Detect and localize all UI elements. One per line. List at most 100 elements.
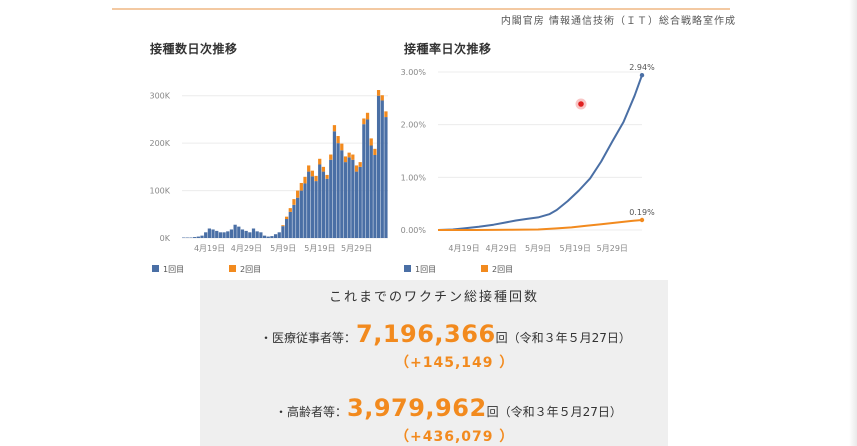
bar-1回目 (351, 159, 355, 238)
bar-1回目 (196, 236, 200, 238)
bar-1回目 (244, 230, 248, 238)
bar-1回目 (318, 164, 322, 238)
y-tick-label: 200K (149, 139, 170, 148)
x-tick-label: 4月19日 (194, 244, 225, 253)
bar-1回目 (251, 228, 256, 238)
bar-1回目 (218, 232, 223, 238)
bar-1回目 (262, 235, 267, 238)
legend-label: 1回目 (163, 265, 184, 274)
series-end-point (639, 73, 645, 78)
bar-1回目 (340, 150, 344, 238)
bar-2回目 (354, 165, 359, 172)
series-line-1回目 (437, 74, 643, 231)
x-tick-label: 5月9日 (270, 244, 296, 253)
x-tick-label: 5月29日 (341, 244, 372, 253)
cursor-dot (578, 101, 584, 107)
bar-1回目 (270, 236, 274, 238)
bar-1回目 (369, 145, 373, 238)
bar-1回目 (373, 155, 377, 238)
bar-2回目 (380, 95, 384, 101)
y-tick-label: 2.00% (401, 121, 427, 130)
x-tick-label: 5月19日 (560, 244, 591, 253)
end-value-label: 2.94% (629, 63, 655, 72)
credit-text: 内閣官房 情報通信技術（ＩＴ）総合戦略室作成 (500, 16, 736, 27)
bar-1回目 (376, 95, 381, 239)
y-tick-label: 0.00% (401, 226, 427, 235)
y-tick-label: 1.00% (401, 173, 427, 182)
series-line-2回目 (438, 219, 643, 231)
bar-1回目 (211, 229, 215, 238)
bar-1回目 (358, 166, 362, 238)
end-value-label: 0.19% (629, 208, 655, 217)
legend-swatch (152, 265, 159, 272)
bar-1回目 (329, 159, 333, 238)
x-tick-label: 4月29日 (485, 244, 516, 253)
elderly-increase: （+436,079 ） (395, 429, 515, 445)
bar-2回目 (307, 165, 311, 172)
bar-2回目 (376, 90, 381, 96)
bar-2回目 (362, 118, 366, 125)
medical-unit: 回（令和３年５月27日） (495, 331, 631, 345)
bar-2回目 (314, 175, 318, 182)
bar-2回目 (332, 125, 337, 132)
bar-1回目 (248, 232, 252, 238)
x-tick-label: 5月9日 (525, 244, 551, 253)
bar-1回目 (303, 183, 307, 238)
bar-2回目 (340, 143, 344, 151)
bar-1回目 (299, 190, 303, 238)
legend-label: 2回目 (492, 265, 513, 274)
bar-1回目 (215, 230, 219, 238)
bar-1回目 (332, 131, 337, 238)
bar-1回目 (285, 219, 289, 238)
legend-label: 2回目 (240, 265, 261, 274)
bar-2回目 (347, 152, 351, 158)
bar-1回目 (307, 171, 311, 238)
bar-2回目 (325, 174, 329, 179)
bar-1回目 (277, 232, 281, 238)
bar-1回目 (347, 157, 351, 238)
elderly-label: ・高齢者等： (275, 405, 348, 419)
legend-swatch (229, 265, 236, 272)
bar-1回目 (365, 119, 370, 238)
bar-2回目 (321, 166, 326, 172)
bar-1回目 (354, 171, 359, 238)
y-tick-label: 300K (149, 92, 170, 101)
bar-2回目 (343, 156, 348, 163)
bar-2回目 (288, 208, 292, 212)
bar-2回目 (365, 112, 370, 120)
legend-swatch (481, 265, 488, 272)
bar-1回目 (281, 226, 285, 238)
bar-2回目 (296, 190, 300, 198)
bar-2回目 (281, 225, 285, 227)
bar-2回目 (373, 148, 377, 155)
chart-title-rate: 接種率日次推移 (404, 42, 492, 56)
y-tick-label: 100K (149, 187, 170, 196)
x-tick-label: 4月29日 (231, 244, 262, 253)
bar-1回目 (226, 231, 230, 238)
summary-row-medical: ・医療従事者等：7,196,366回（令和３年５月27日） (260, 320, 631, 348)
legend-swatch (404, 265, 411, 272)
bar-1回目 (240, 229, 245, 238)
bar-2回目 (369, 138, 373, 146)
legend-label: 1回目 (415, 265, 436, 274)
bar-1回目 (222, 232, 226, 238)
bar-2回目 (384, 111, 388, 118)
bar-2回目 (336, 136, 340, 144)
bar-2回目 (318, 158, 322, 165)
chart-title-doses: 接種数日次推移 (150, 42, 238, 56)
bar-2回目 (299, 182, 303, 191)
bar-2回目 (310, 170, 314, 177)
medical-increase: （+145,149 ） (395, 355, 515, 371)
elderly-value: 3,979,962 (347, 394, 487, 422)
bar-1回目 (380, 100, 384, 239)
bar-1回目 (273, 234, 278, 238)
bar-1回目 (237, 226, 241, 238)
bar-1回目 (207, 228, 211, 238)
window-edge (849, 0, 857, 446)
bar-1回目 (362, 124, 366, 238)
bar-1回目 (296, 197, 300, 238)
bar-1回目 (255, 231, 259, 238)
elderly-unit: 回（令和３年５月27日） (486, 405, 622, 419)
x-tick-label: 5月29日 (597, 244, 628, 253)
